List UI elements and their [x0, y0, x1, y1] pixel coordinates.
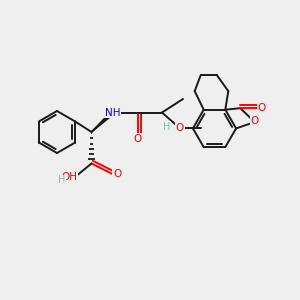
Text: O: O: [257, 103, 266, 113]
Polygon shape: [92, 110, 113, 132]
Text: H: H: [58, 175, 65, 185]
Text: OH: OH: [61, 172, 78, 182]
Text: O: O: [113, 169, 121, 179]
Text: O: O: [134, 134, 142, 144]
Text: NH: NH: [105, 107, 120, 118]
Text: O: O: [176, 123, 184, 134]
Text: O: O: [250, 116, 259, 125]
Text: H: H: [163, 122, 170, 132]
